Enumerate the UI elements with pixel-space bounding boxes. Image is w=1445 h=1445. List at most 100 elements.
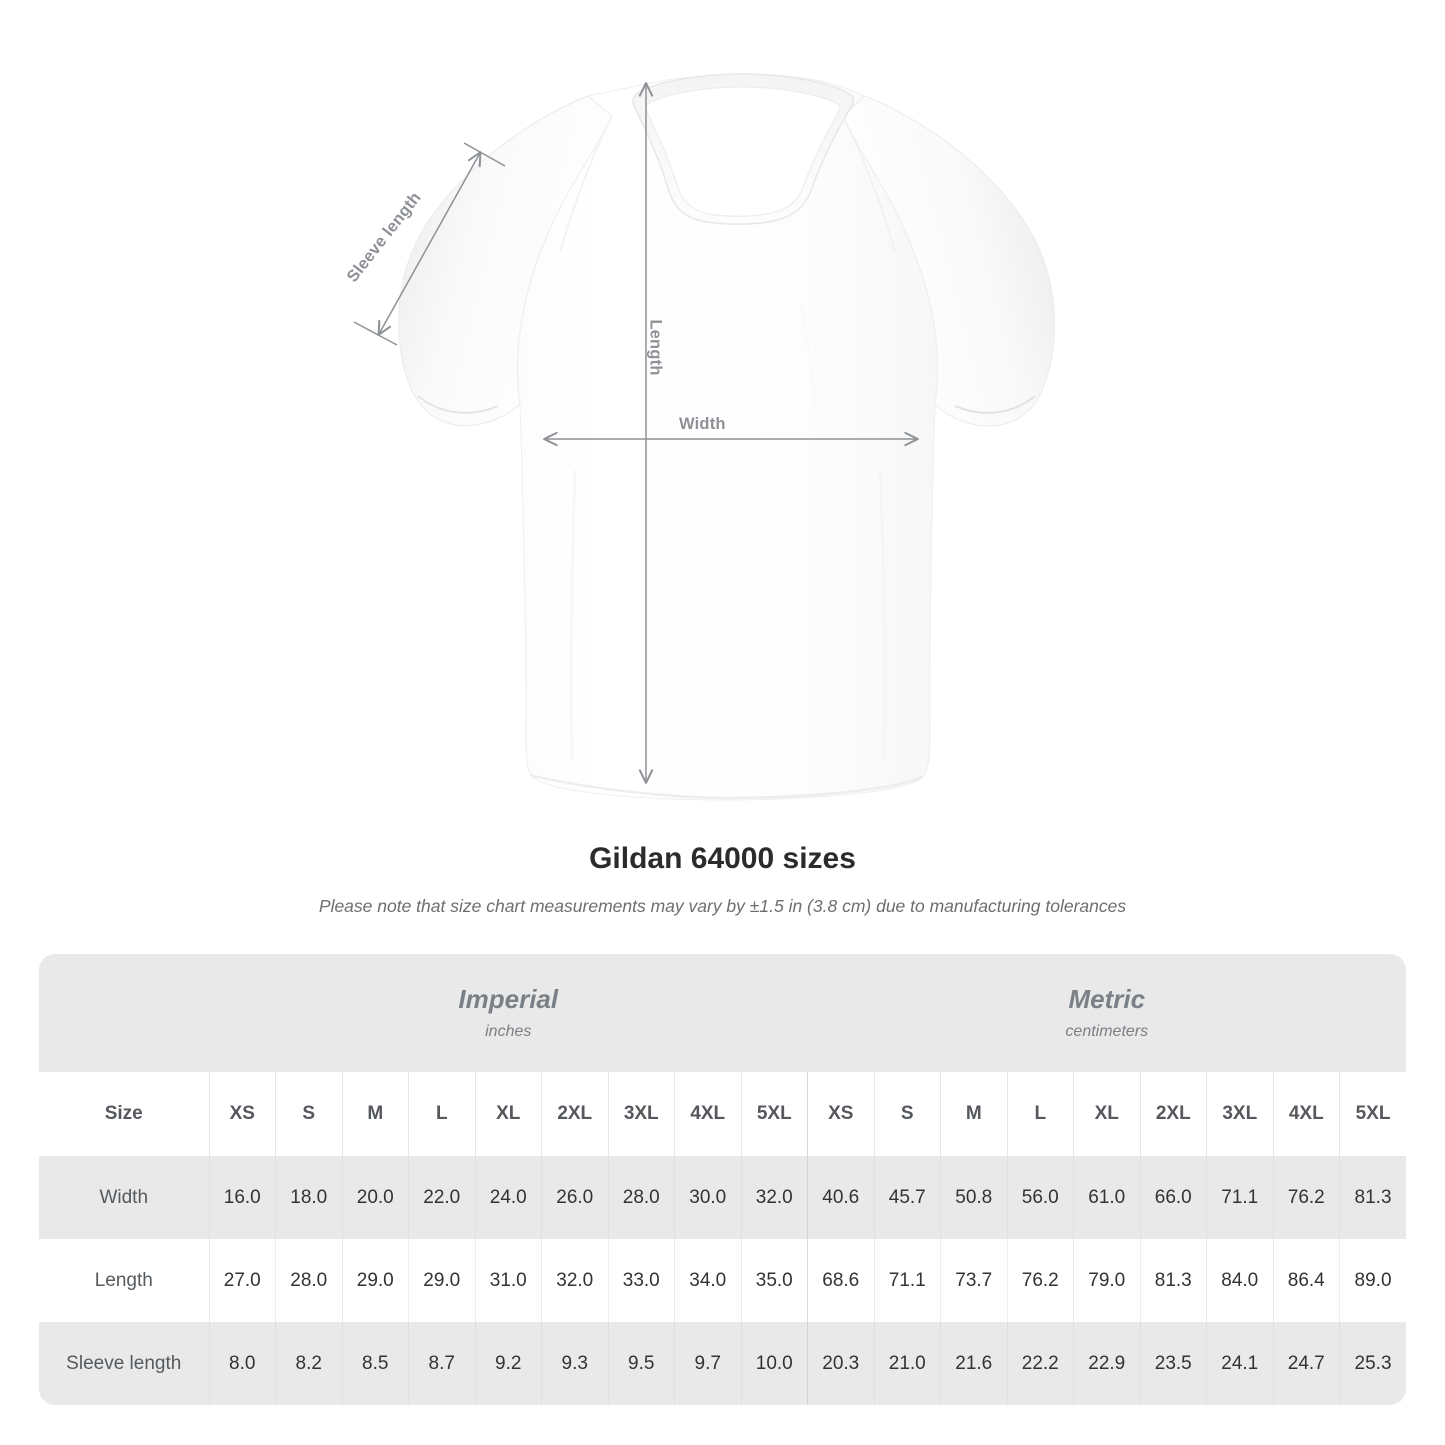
cell-width-in-5xl: 32.0 bbox=[740, 1156, 808, 1239]
units-header-row: Imperial inches Metric centimeters bbox=[39, 954, 1407, 1072]
cell-sleeve-length-in-l: 8.7 bbox=[408, 1322, 475, 1405]
table-row: Length 27.0 28.0 29.0 29.0 31.0 32.0 33.0 34.0 35… bbox=[39, 1239, 1407, 1322]
shoulder-seam-left bbox=[559, 115, 613, 253]
sleeve-tick-top bbox=[463, 142, 506, 167]
sleeve-length-arrow bbox=[379, 153, 480, 334]
cell-length-cm-m: 73.7 bbox=[940, 1239, 1008, 1322]
title-block: Gildan 64000 sizes Please note that size… bbox=[0, 830, 1445, 917]
cell-sleeve-length-in-2xl: 9.3 bbox=[541, 1322, 608, 1405]
cell-length-in-xs: 27.0 bbox=[208, 1239, 276, 1322]
row-label-width: Width bbox=[39, 1156, 209, 1239]
size-header-imperial-3xl: 3XL bbox=[607, 1072, 675, 1156]
metric-title: Metric bbox=[1068, 984, 1146, 1015]
imperial-header-cell: Imperial inches bbox=[209, 954, 808, 1072]
cell-width-in-4xl: 30.0 bbox=[674, 1156, 741, 1239]
cell-width-cm-s: 45.7 bbox=[873, 1156, 941, 1239]
cell-sleeve-length-in-5xl: 10.0 bbox=[740, 1322, 808, 1405]
width-label: Width bbox=[679, 415, 726, 433]
size-header-metric-5xl: 5XL bbox=[1339, 1072, 1407, 1156]
cell-length-cm-5xl: 89.0 bbox=[1339, 1239, 1407, 1322]
fabric-fold-1 bbox=[569, 469, 577, 761]
page-title: Gildan 64000 sizes bbox=[589, 842, 856, 875]
cell-width-in-xs: 16.0 bbox=[208, 1156, 276, 1239]
fabric-fold-3 bbox=[799, 299, 828, 691]
size-header-row: Size XS S M L XL 2XL 3XL 4XL 5XL XS S M L XL 2XL 3XL 4XL… bbox=[39, 1072, 1407, 1156]
cell-sleeve-length-cm-4xl: 24.7 bbox=[1272, 1322, 1340, 1405]
cell-length-cm-4xl: 86.4 bbox=[1272, 1239, 1340, 1322]
cell-length-in-2xl: 32.0 bbox=[541, 1239, 608, 1322]
sleeve-hem-right bbox=[954, 395, 1036, 414]
size-header-metric-3xl: 3XL bbox=[1206, 1072, 1274, 1156]
cell-width-cm-4xl: 76.2 bbox=[1272, 1156, 1340, 1239]
cell-length-cm-l: 76.2 bbox=[1006, 1239, 1074, 1322]
size-header-imperial-m: M bbox=[341, 1072, 409, 1156]
cell-length-in-3xl: 33.0 bbox=[607, 1239, 675, 1322]
cell-length-cm-xs: 68.6 bbox=[807, 1239, 875, 1322]
cell-sleeve-length-in-4xl: 9.7 bbox=[674, 1322, 741, 1405]
imperial-subtitle: inches bbox=[485, 1023, 532, 1040]
cell-width-cm-xl: 61.0 bbox=[1073, 1156, 1141, 1239]
cell-sleeve-length-cm-m: 21.6 bbox=[940, 1322, 1008, 1405]
tshirt-illustration bbox=[353, 73, 1055, 801]
cell-width-in-3xl: 28.0 bbox=[607, 1156, 675, 1239]
row-label-length: Length bbox=[39, 1239, 209, 1322]
size-header-metric-4xl: 4XL bbox=[1272, 1072, 1340, 1156]
cell-sleeve-length-cm-2xl: 23.5 bbox=[1139, 1322, 1207, 1405]
cell-width-cm-l: 56.0 bbox=[1006, 1156, 1074, 1239]
cell-width-cm-2xl: 66.0 bbox=[1139, 1156, 1207, 1239]
size-header-metric-l: L bbox=[1006, 1072, 1074, 1156]
cell-width-cm-3xl: 71.1 bbox=[1206, 1156, 1274, 1239]
cell-sleeve-length-in-xl: 9.2 bbox=[474, 1322, 542, 1405]
size-header-imperial-2xl: 2XL bbox=[541, 1072, 608, 1156]
sleeve-tick-bottom bbox=[353, 321, 398, 346]
shirt-sleeve-right bbox=[842, 95, 1055, 427]
cell-sleeve-length-cm-xs: 20.3 bbox=[807, 1322, 875, 1405]
dimension-lines-group bbox=[353, 84, 917, 782]
size-header-metric-xs: XS bbox=[807, 1072, 875, 1156]
metric-header-cell: Metric centimeters bbox=[807, 954, 1407, 1072]
cell-width-in-2xl: 26.0 bbox=[541, 1156, 608, 1239]
cell-width-in-xl: 24.0 bbox=[474, 1156, 542, 1239]
cell-sleeve-length-in-xs: 8.0 bbox=[208, 1322, 276, 1405]
page-subtitle: Please note that size chart measurements… bbox=[318, 896, 1127, 916]
size-header-metric-xl: XL bbox=[1073, 1072, 1141, 1156]
cell-sleeve-length-in-s: 8.2 bbox=[275, 1322, 342, 1405]
tshirt-diagram: Sleeve length Length Width bbox=[343, 73, 1055, 801]
imperial-title: Imperial bbox=[458, 984, 559, 1015]
size-header-imperial-s: S bbox=[275, 1072, 342, 1156]
cell-length-in-5xl: 35.0 bbox=[740, 1239, 808, 1322]
shirt-body-group bbox=[398, 73, 1055, 801]
table-row: Sleeve length 8.0 8.2 8.5 8.7 9.2 9.3 9.5 9.7 10.… bbox=[39, 1322, 1407, 1405]
size-header-metric-2xl: 2XL bbox=[1139, 1072, 1207, 1156]
cell-width-in-l: 22.0 bbox=[408, 1156, 475, 1239]
cell-sleeve-length-in-3xl: 9.5 bbox=[607, 1322, 675, 1405]
size-header-imperial-l: L bbox=[408, 1072, 475, 1156]
cell-length-in-s: 28.0 bbox=[275, 1239, 342, 1322]
sleeve-hem-left bbox=[417, 395, 499, 414]
row-label-sleeve-length: Sleeve length bbox=[39, 1322, 209, 1405]
size-chart-table: Imperial inches Metric centimeters Size … bbox=[39, 954, 1407, 1405]
cell-width-in-m: 20.0 bbox=[341, 1156, 409, 1239]
length-label: Length bbox=[646, 319, 665, 376]
size-corner-label: Size bbox=[39, 1072, 209, 1156]
cell-length-cm-s: 71.1 bbox=[873, 1239, 941, 1322]
cell-length-cm-3xl: 84.0 bbox=[1206, 1239, 1274, 1322]
size-header-imperial-4xl: 4XL bbox=[674, 1072, 741, 1156]
size-chart-container: Imperial inches Metric centimeters Size … bbox=[39, 954, 1407, 1405]
fabric-fold-2 bbox=[878, 469, 887, 761]
units-spacer-cell bbox=[39, 954, 209, 1072]
cell-width-cm-5xl: 81.3 bbox=[1339, 1156, 1407, 1239]
cell-width-cm-m: 50.8 bbox=[940, 1156, 1008, 1239]
cell-sleeve-length-cm-3xl: 24.1 bbox=[1206, 1322, 1274, 1405]
table-row: Width 16.0 18.0 20.0 22.0 24.0 26.0 28.0 30.0 32.… bbox=[39, 1156, 1407, 1239]
cell-length-in-xl: 31.0 bbox=[474, 1239, 542, 1322]
shirt-hem bbox=[529, 773, 923, 800]
cell-sleeve-length-cm-l: 22.2 bbox=[1006, 1322, 1074, 1405]
cell-length-in-m: 29.0 bbox=[341, 1239, 409, 1322]
metric-subtitle: centimeters bbox=[1065, 1023, 1149, 1040]
size-header-imperial-5xl: 5XL bbox=[740, 1072, 808, 1156]
cell-sleeve-length-cm-s: 21.0 bbox=[873, 1322, 941, 1405]
shoulder-seam-right bbox=[842, 115, 896, 253]
cell-sleeve-length-in-m: 8.5 bbox=[341, 1322, 409, 1405]
cell-length-cm-xl: 79.0 bbox=[1073, 1239, 1141, 1322]
